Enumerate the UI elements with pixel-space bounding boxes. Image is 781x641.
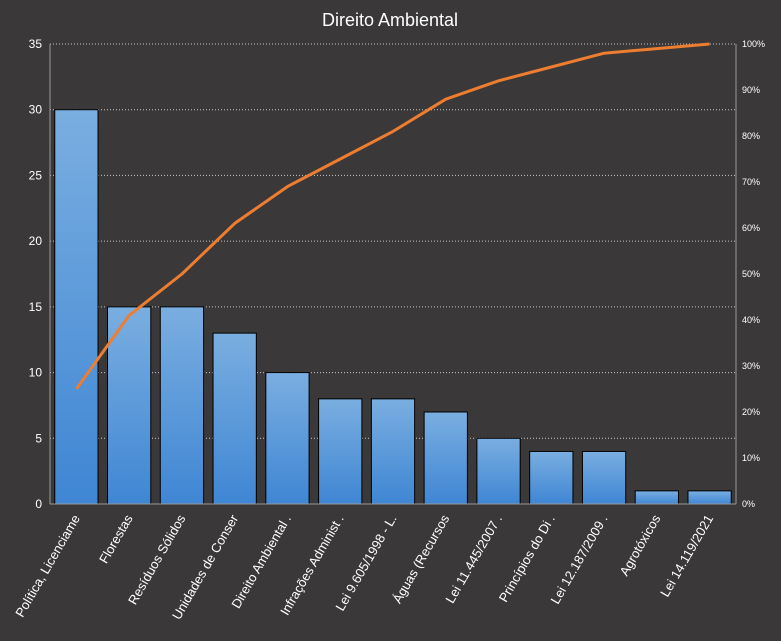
bar-7 <box>423 411 468 505</box>
bar-3 <box>212 332 257 505</box>
cumulative-line <box>75 42 710 390</box>
gridlines <box>50 43 736 439</box>
y2-axis: 0% 10% 20% 30% 40% 50% 60% 70% 80% 90% 100% <box>735 39 765 509</box>
y2-tick-label-4: 40% <box>742 315 760 325</box>
x-tick-label-10: Lei 12.187/2009 . <box>547 512 610 607</box>
y-tick-label-4: 20 <box>29 234 43 248</box>
y-tick-label-1: 5 <box>35 431 42 445</box>
bar-10 <box>581 450 627 505</box>
bar-0 <box>54 109 99 505</box>
y-tick-label-2: 10 <box>29 366 43 380</box>
x-tick-label-9: Princípios do Di . <box>496 512 558 605</box>
y2-tick-label-1: 10% <box>742 453 760 463</box>
y-tick-label-5: 25 <box>29 168 43 182</box>
bar-2 <box>159 306 205 505</box>
y2-tick-label-8: 80% <box>742 131 760 141</box>
y-tick-label-3: 15 <box>29 300 43 314</box>
x-tick-label-11: Agrotóxicos <box>616 512 663 579</box>
bar-9 <box>529 450 574 505</box>
y-axis: 0 5 10 15 20 25 30 35 <box>29 37 51 511</box>
bar-12 <box>687 490 732 505</box>
bar-4 <box>265 372 310 505</box>
x-tick-label-1: Florestas <box>96 512 136 566</box>
x-tick-label-0: Política, Licenciame <box>12 512 83 620</box>
cumulative-percent-line <box>75 42 710 390</box>
y2-tick-label-7: 70% <box>742 177 760 187</box>
chart-title: Direito Ambiental <box>322 10 458 30</box>
y2-tick-label-9: 90% <box>742 85 760 95</box>
y2-tick-label-6: 60% <box>742 223 760 233</box>
y2-tick-label-0: 0% <box>742 499 755 509</box>
bar-11 <box>634 490 679 505</box>
y-tick-label-7: 35 <box>29 37 43 51</box>
bar-6 <box>370 398 416 505</box>
y2-tick-label-10: 100% <box>742 39 765 49</box>
bars <box>54 109 732 505</box>
bar-8 <box>476 437 521 505</box>
bar-1 <box>107 306 152 505</box>
x-tick-label-12: Lei 14.119/2021 <box>657 512 716 599</box>
x-tick-label-2: Resíduos Sólidos <box>125 512 189 608</box>
y-tick-label-6: 30 <box>29 103 43 117</box>
y-tick-label-0: 0 <box>35 497 42 511</box>
bar-5 <box>318 398 363 505</box>
x-tick-label-7: Águas (Recursos <box>390 512 453 606</box>
y2-tick-label-3: 30% <box>742 361 760 371</box>
y2-tick-label-5: 50% <box>742 269 760 279</box>
x-tick-label-8: Lei 11.445/2007 . <box>442 512 505 606</box>
y2-tick-label-2: 20% <box>742 407 760 417</box>
